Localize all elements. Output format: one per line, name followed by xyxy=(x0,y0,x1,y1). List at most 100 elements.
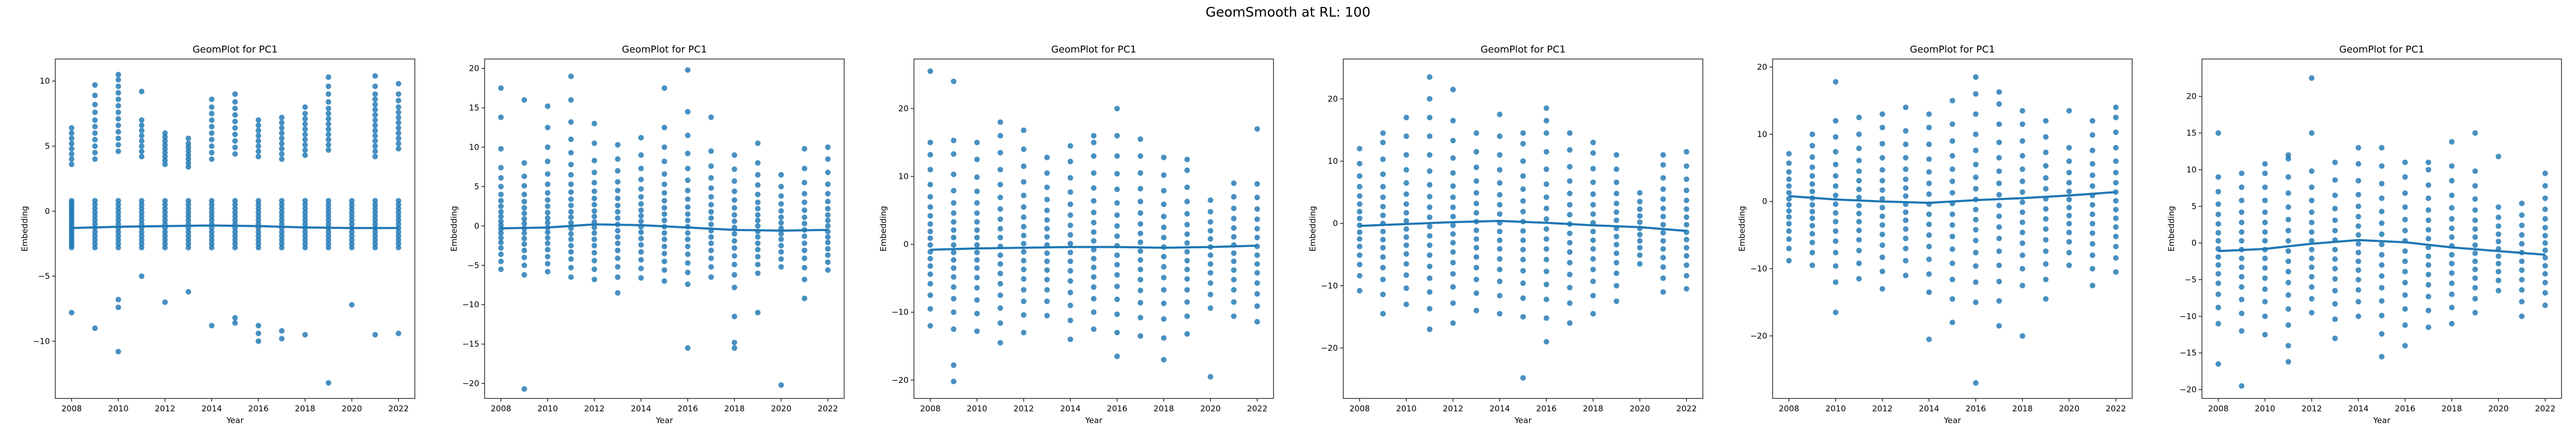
data-point xyxy=(1660,175,1666,181)
data-point xyxy=(2402,279,2408,286)
data-point xyxy=(138,229,145,235)
data-point xyxy=(2355,241,2361,247)
data-point xyxy=(302,121,308,127)
data-point xyxy=(2309,264,2315,270)
data-point xyxy=(2379,273,2385,279)
data-point xyxy=(255,205,261,212)
data-point xyxy=(1137,333,1144,339)
data-point xyxy=(372,73,378,79)
data-point xyxy=(302,245,308,250)
data-point xyxy=(325,213,332,219)
data-point xyxy=(92,137,98,143)
data-point xyxy=(1973,161,1979,167)
data-point xyxy=(1973,174,1979,180)
data-point xyxy=(1809,202,1816,208)
data-point xyxy=(997,261,1004,267)
data-point xyxy=(1973,238,1979,243)
data-point xyxy=(545,171,551,177)
x-tick-label: 2018 xyxy=(2012,404,2032,413)
data-point xyxy=(1137,136,1144,142)
data-point xyxy=(614,274,621,280)
data-point xyxy=(1426,252,1433,258)
data-point xyxy=(1879,242,1885,248)
data-point xyxy=(2425,227,2432,233)
data-point xyxy=(69,130,75,136)
data-point xyxy=(2066,239,2072,245)
data-point xyxy=(2379,331,2385,337)
data-point xyxy=(2355,267,2361,273)
data-point xyxy=(2425,324,2432,330)
data-point xyxy=(396,202,401,208)
data-point xyxy=(1949,153,1956,159)
data-point xyxy=(1786,236,1792,242)
data-point xyxy=(1520,375,1526,381)
data-point xyxy=(1520,228,1526,234)
data-point xyxy=(162,236,168,243)
data-point xyxy=(279,114,285,121)
data-point xyxy=(1497,211,1503,217)
data-point xyxy=(2449,225,2455,232)
data-point xyxy=(2262,313,2268,320)
data-point xyxy=(1380,291,1386,298)
data-point xyxy=(115,149,121,154)
data-point xyxy=(927,139,933,145)
data-point xyxy=(2043,236,2049,243)
data-point xyxy=(2089,220,2096,227)
data-point xyxy=(1137,248,1144,254)
x-tick-label: 2022 xyxy=(2105,404,2126,413)
data-point xyxy=(1044,208,1050,213)
x-tick-label: 2012 xyxy=(2301,404,2322,413)
data-point xyxy=(1856,168,1862,174)
data-point xyxy=(1520,237,1526,243)
data-point xyxy=(1809,240,1816,246)
data-point xyxy=(1021,214,1027,220)
data-point xyxy=(731,345,737,351)
data-point xyxy=(950,219,957,225)
data-point xyxy=(372,153,378,160)
data-point xyxy=(1543,226,1549,232)
data-point xyxy=(1833,173,1839,179)
data-point xyxy=(568,265,574,271)
x-axis-label: Year xyxy=(1514,416,1532,425)
data-point xyxy=(997,234,1004,241)
data-point xyxy=(2402,292,2408,298)
data-point xyxy=(614,264,621,270)
data-point xyxy=(1184,267,1190,272)
data-point xyxy=(2425,282,2432,288)
data-point xyxy=(2019,230,2025,235)
data-point xyxy=(1357,287,1363,294)
data-point xyxy=(255,322,261,329)
data-point xyxy=(138,209,145,216)
data-point xyxy=(661,171,668,177)
data-point xyxy=(498,245,504,251)
data-point xyxy=(685,165,691,172)
data-point xyxy=(2043,276,2049,283)
data-point xyxy=(325,198,332,204)
x-tick-label: 2018 xyxy=(1153,404,1174,413)
data-point xyxy=(1044,298,1050,305)
data-point xyxy=(801,255,808,261)
data-point xyxy=(498,235,504,241)
data-point xyxy=(1403,114,1409,121)
data-point xyxy=(1184,240,1190,246)
data-point xyxy=(372,132,378,139)
data-point xyxy=(1044,234,1050,240)
data-point xyxy=(2402,190,2408,196)
data-point xyxy=(638,275,644,281)
data-point xyxy=(1067,317,1073,323)
data-point xyxy=(255,209,261,216)
y-tick-label: 10 xyxy=(898,172,909,181)
x-tick-label: 2014 xyxy=(631,404,651,413)
data-point xyxy=(708,148,714,154)
data-point xyxy=(1426,306,1433,312)
data-point xyxy=(1996,298,2002,304)
data-point xyxy=(1380,254,1386,260)
data-point xyxy=(2215,291,2221,298)
data-point xyxy=(801,233,808,239)
data-point xyxy=(521,247,528,254)
data-point xyxy=(162,299,168,305)
data-point xyxy=(825,252,831,258)
data-point xyxy=(2285,217,2292,223)
data-point xyxy=(2472,130,2478,136)
